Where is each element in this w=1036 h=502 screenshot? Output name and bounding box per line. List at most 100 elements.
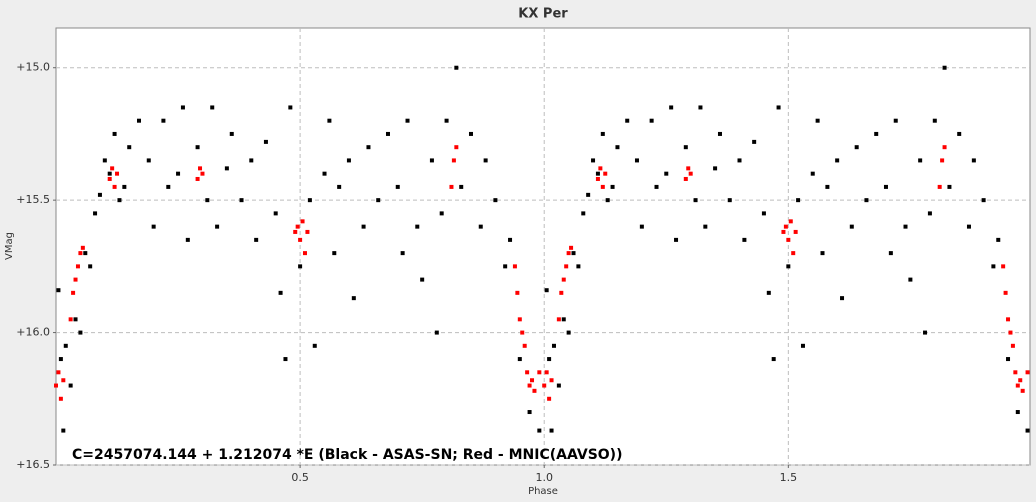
data-point (429, 158, 434, 163)
data-point (849, 224, 854, 229)
data-point (210, 105, 215, 110)
data-point (517, 357, 522, 362)
data-point (781, 229, 786, 234)
data-point (981, 198, 986, 203)
data-point (337, 184, 342, 189)
data-point (559, 290, 564, 295)
data-point (966, 224, 971, 229)
data-point (727, 198, 732, 203)
data-point (366, 145, 371, 150)
y-tick-label: +16.5 (16, 458, 50, 471)
chart-title: KX Per (518, 7, 568, 22)
data-point (176, 171, 181, 176)
data-point (351, 296, 356, 301)
data-point (893, 118, 898, 123)
data-point (166, 184, 171, 189)
data-point (854, 145, 859, 150)
data-point (122, 184, 127, 189)
data-point (737, 158, 742, 163)
data-point (522, 343, 527, 348)
data-point (686, 166, 691, 171)
data-point (908, 277, 913, 282)
data-point (283, 357, 288, 362)
data-point (576, 264, 581, 269)
data-point (564, 264, 569, 269)
data-point (483, 158, 488, 163)
data-point (883, 184, 888, 189)
data-point (73, 277, 78, 282)
data-point (556, 383, 561, 388)
data-point (1015, 410, 1020, 415)
data-point (1015, 383, 1020, 388)
data-point (200, 171, 205, 176)
data-point (551, 343, 556, 348)
data-point (58, 396, 63, 401)
data-point (527, 383, 532, 388)
data-point (932, 118, 937, 123)
data-point (542, 383, 547, 388)
data-point (674, 237, 679, 242)
data-point (717, 131, 722, 136)
data-point (215, 224, 220, 229)
data-point (1025, 370, 1030, 375)
data-point (669, 105, 674, 110)
data-point (161, 118, 166, 123)
data-point (83, 251, 88, 256)
data-point (73, 317, 78, 322)
data-point (800, 343, 805, 348)
data-point (115, 171, 120, 176)
data-point (566, 330, 571, 335)
data-point (54, 383, 58, 388)
data-point (273, 211, 278, 216)
data-point (996, 237, 1001, 242)
data-point (71, 290, 76, 295)
data-point (102, 158, 107, 163)
data-point (180, 105, 185, 110)
data-point (566, 251, 571, 256)
data-point (537, 370, 542, 375)
data-point (185, 237, 190, 242)
data-point (654, 184, 659, 189)
data-point (1006, 317, 1011, 322)
data-point (527, 410, 532, 415)
data-point (991, 264, 996, 269)
data-point (874, 131, 879, 136)
data-point (136, 118, 141, 123)
data-point (307, 198, 312, 203)
data-point (512, 264, 517, 269)
data-point (547, 396, 552, 401)
data-point (56, 370, 61, 375)
data-point (63, 343, 68, 348)
data-point (605, 198, 610, 203)
data-point (788, 219, 793, 224)
data-point (783, 224, 788, 229)
data-point (376, 198, 381, 203)
data-point (361, 224, 366, 229)
data-point (603, 171, 608, 176)
data-point (703, 224, 708, 229)
data-point (61, 378, 66, 383)
data-point (600, 184, 605, 189)
data-point (205, 198, 210, 203)
data-point (561, 277, 566, 282)
data-point (420, 277, 425, 282)
data-point (923, 330, 928, 335)
data-point (561, 317, 566, 322)
data-point (110, 166, 115, 171)
data-point (520, 330, 525, 335)
data-point (940, 158, 945, 163)
data-point (459, 184, 464, 189)
data-point (796, 198, 801, 203)
data-point (683, 145, 688, 150)
data-point (776, 105, 781, 110)
data-point (835, 158, 840, 163)
data-point (454, 145, 459, 150)
data-point (688, 171, 693, 176)
data-point (947, 184, 952, 189)
data-point (444, 118, 449, 123)
x-axis-label: Phase (528, 486, 558, 497)
data-point (302, 251, 307, 256)
data-point (793, 229, 798, 234)
data-point (127, 145, 132, 150)
